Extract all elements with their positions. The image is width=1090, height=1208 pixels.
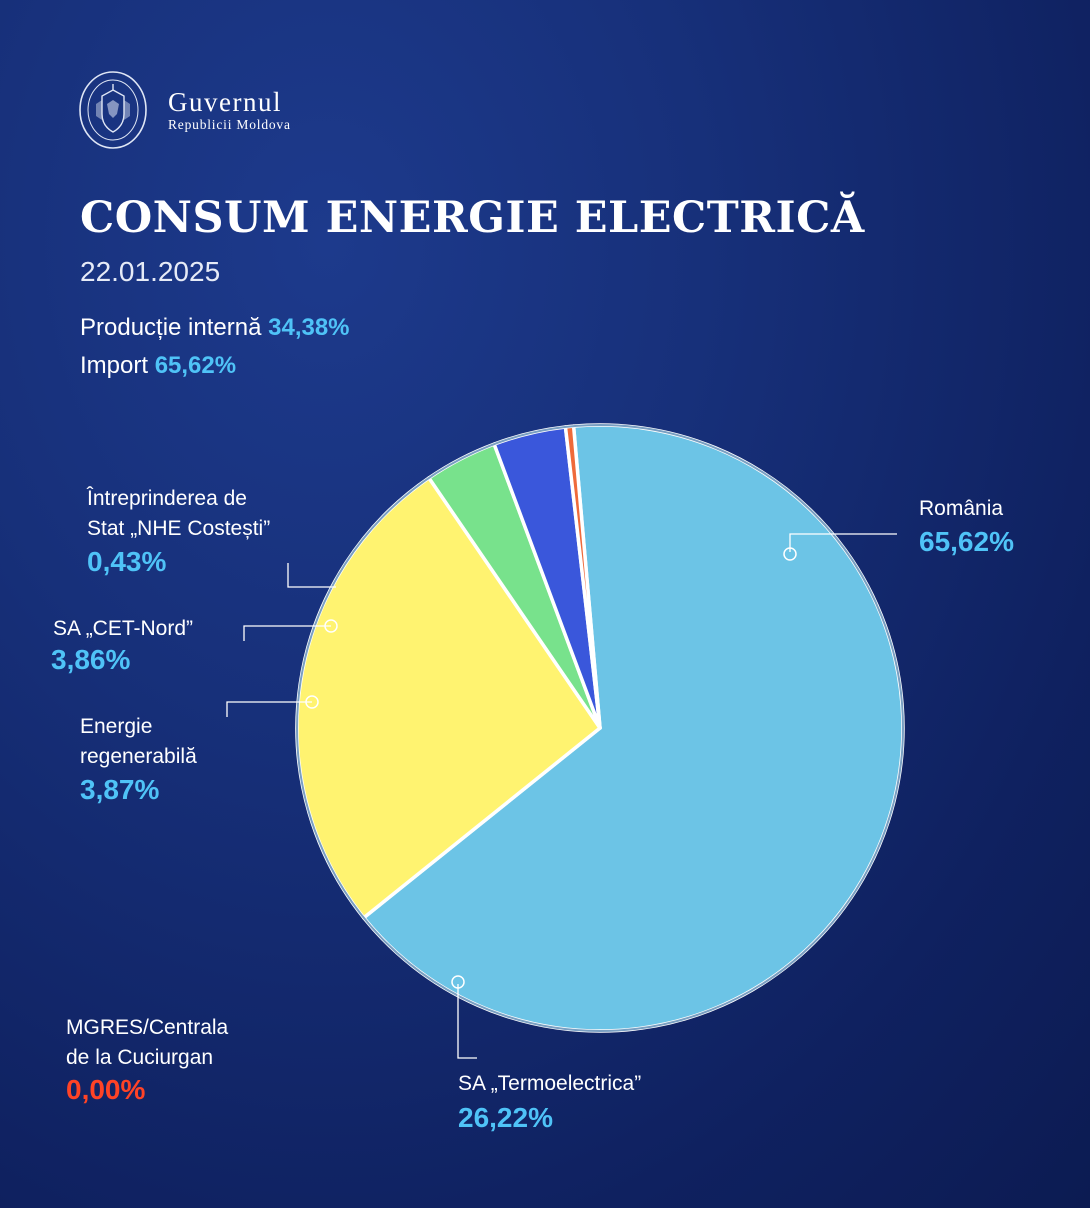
import-label: Import [80,352,149,379]
value-mgres: 0,00% [66,1074,146,1105]
government-logo: Guvernul Republicii Moldova [78,70,291,150]
summary-import: Import 65,62% [80,352,236,380]
label-nhe-line1: Întreprinderea de [87,487,247,510]
value-romania: 65,62% [919,526,1014,557]
label-termo: SA „Termoelectrica” [458,1072,642,1095]
leader-line-cet [243,625,331,641]
leader-line-regen [226,701,312,717]
date: 22.01.2025 [80,256,221,287]
leader-line-romania [789,533,897,552]
pie-rim [296,424,904,1032]
org-name: Guvernul [168,87,282,117]
label-nhe-line2: Stat „NHE Costești” [87,517,271,540]
value-cet: 3,86% [51,644,131,675]
leader-line-termo [457,984,477,1059]
marker-cet [324,619,338,633]
coat-of-arms-seal-icon [79,71,147,149]
label-regen-line1: Energie [80,715,153,738]
value-regen: 3,87% [80,774,160,805]
leader-lines [226,533,897,1059]
value-termo: 26,22% [458,1102,553,1133]
marker-regen [305,695,319,709]
pie-slices [295,423,905,1033]
label-cet: SA „CET-Nord” [53,617,194,640]
org-subtitle: Republicii Moldova [168,117,291,132]
label-romania: România [919,497,1004,520]
leader-line-nhe [287,563,336,588]
label-mgres-line1: MGRES/Centrala [66,1016,229,1039]
value-nhe: 0,43% [87,546,167,577]
label-regen-line2: regenerabilă [80,745,197,768]
marker-romania [783,547,797,561]
summary-production: Producție internă 34,38% [80,314,350,342]
label-mgres-line2: de la Cuciurgan [66,1046,214,1069]
page-title: CONSUM ENERGIE ELECTRICĂ [80,193,865,243]
production-value: 34,38% [268,314,350,341]
import-value: 65,62% [154,352,237,379]
production-label: Producție internă [80,314,262,341]
leader-markers [305,547,797,989]
marker-termo [451,975,465,989]
